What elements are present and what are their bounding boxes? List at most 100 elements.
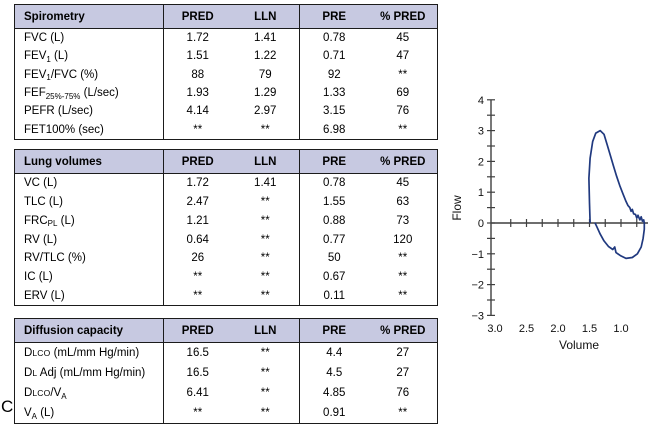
value-column-group: 92 ** — [299, 65, 437, 84]
metric-label: FEV1 (L) — [24, 50, 69, 64]
metric-value: ** — [398, 407, 408, 419]
metric-value: 79 — [258, 68, 272, 81]
metric-label: RV/TLC (%) — [24, 252, 86, 265]
flow-volume-loop-curve — [588, 129, 646, 260]
value-column-group: 4.14 2.97 — [163, 102, 299, 121]
table-row: DLCO (mL/mm Hg/min) 16.5 ** 4.4 27 — [15, 343, 437, 363]
metric-value: 1.93 — [186, 87, 209, 100]
table-row: PEFR (L/sec) 4.14 2.97 3.15 76 — [15, 102, 437, 121]
metric-label: DLCO (mL/mm Hg/min) — [24, 347, 140, 359]
metric-value: 47 — [396, 50, 410, 63]
metric-value: ** — [193, 407, 203, 419]
y-axis-title: Flow — [450, 195, 464, 221]
value-column-group: 4.85 76 — [299, 383, 437, 403]
value-column-group: 0.78 45 — [299, 174, 437, 193]
table-title: Diffusion capacity — [24, 324, 124, 337]
value-column-group: ** ** — [163, 403, 299, 423]
table-row: FEV1/FVC (%) 88 79 92 ** — [15, 65, 437, 84]
metric-value: 2.47 — [186, 196, 209, 209]
metric-value: 120 — [393, 233, 413, 246]
value-column-group: 0.88 73 — [299, 211, 437, 231]
x-tick-label: 1.0 — [613, 323, 628, 335]
value-column-group: 3.15 76 — [299, 102, 437, 121]
metric-value: 0.78 — [323, 177, 346, 190]
table-row: FEV1 (L) 1.51 1.22 0.71 47 — [15, 47, 437, 66]
value-column-group: 6.98 ** — [299, 120, 437, 139]
y-tick-label: −3 — [471, 310, 484, 322]
metric-value: 4.14 — [186, 105, 209, 118]
table-row: FEF25%-75% (L/sec) 1.93 1.29 1.33 69 — [15, 83, 437, 103]
column-header: LLN — [254, 10, 277, 23]
table-row: TLC (L) 2.47 ** 1.55 63 — [15, 192, 437, 212]
value-column-group: 6.41 ** — [163, 383, 299, 403]
metric-value: 16.5 — [186, 367, 209, 379]
value-column-group: 0.77 120 — [299, 230, 437, 249]
value-column-group: 1.72 1.41 — [163, 174, 299, 193]
metric-value: 2.97 — [254, 105, 277, 118]
metric-value: 50 — [327, 252, 341, 265]
header-column-group: PRED LLN — [163, 150, 299, 173]
metric-value: ** — [260, 233, 270, 246]
table-header-row: Spirometry PRED LLN PRE % PRED — [15, 5, 437, 29]
metric-value: ** — [193, 270, 203, 283]
y-tick-label: −2 — [471, 280, 484, 292]
column-header: PRE — [322, 324, 347, 337]
metric-label: FEV1/FVC (%) — [24, 68, 99, 83]
header-column-group: PRED LLN — [163, 5, 299, 28]
table-header-row: Lung volumes PRED LLN PRE % PRED — [15, 150, 437, 174]
column-header: PRED — [181, 155, 214, 168]
metric-value: 1.41 — [254, 177, 277, 190]
metric-label: DL Adj (mL/mm Hg/min) — [24, 367, 146, 379]
metric-label: FET100% (sec) — [24, 123, 104, 136]
table-row: DL Adj (mL/mm Hg/min) 16.5 ** 4.5 27 — [15, 363, 437, 383]
value-column-group: 1.93 1.29 — [163, 83, 299, 103]
table-row: FET100% (sec) ** ** 6.98 ** — [15, 120, 437, 139]
value-column-group: 0.78 45 — [299, 29, 437, 48]
metric-value: 1.41 — [254, 32, 277, 45]
metric-value: 0.67 — [323, 270, 346, 283]
value-column-group: 16.5 ** — [163, 363, 299, 383]
metric-value: 1.33 — [323, 87, 346, 100]
metric-value: 3.15 — [323, 105, 346, 118]
metric-value: 1.29 — [254, 87, 277, 100]
column-header: PRED — [181, 324, 214, 337]
table-row: FRCPL (L) 1.21 ** 0.88 73 — [15, 211, 437, 231]
metric-value: 92 — [327, 68, 341, 81]
metric-value: 1.72 — [186, 177, 209, 190]
y-tick-label: 0 — [478, 218, 484, 230]
metric-value: ** — [260, 196, 270, 209]
metric-value: ** — [398, 123, 408, 136]
value-column-group: 26 ** — [163, 248, 299, 268]
metric-value: 88 — [191, 68, 205, 81]
value-column-group: 0.91 ** — [299, 403, 437, 423]
metric-value: 69 — [396, 87, 410, 100]
value-column-group: 0.64 ** — [163, 230, 299, 249]
metric-value: 0.88 — [323, 214, 346, 227]
metric-value: 76 — [396, 387, 410, 399]
table-body: VC (L) 1.72 1.41 0.78 45 TLC (L) 2.47 ** 1.55 63 F… — [15, 174, 437, 306]
y-tick-label: 1 — [478, 187, 484, 199]
spirometry-table: Spirometry PRED LLN PRE % PRED FVC (L) 1.72 1.4… — [14, 4, 438, 140]
table-row: DLCO/VA 6.41 ** 4.85 76 — [15, 383, 437, 403]
metric-label: FVC (L) — [24, 32, 65, 45]
flow-volume-chart: 4 3 2 1 0 −1 −2 −33.0 2.5 2.0 1.5 1.0 Volume Flow — [450, 95, 648, 352]
value-column-group: 4.5 27 — [299, 363, 437, 383]
metric-value: 0.91 — [323, 407, 346, 419]
y-tick-label: 2 — [478, 156, 484, 168]
metric-value: ** — [260, 347, 270, 359]
metric-value: 26 — [191, 252, 205, 265]
metric-value: 1.51 — [186, 50, 209, 63]
value-column-group: 0.67 ** — [299, 267, 437, 287]
metric-label: TLC (L) — [24, 196, 63, 209]
value-column-group: 50 ** — [299, 248, 437, 268]
value-column-group: ** ** — [163, 120, 299, 139]
table-row: RV/TLC (%) 26 ** 50 ** — [15, 248, 437, 268]
panel-label: C — [1, 397, 14, 416]
metric-value: 0.78 — [323, 32, 346, 45]
x-tick-label: 2.5 — [519, 323, 534, 335]
y-tick-label: 3 — [478, 126, 484, 138]
metric-label: VC (L) — [24, 177, 58, 190]
metric-label: RV (L) — [24, 233, 58, 246]
value-column-group: 1.55 63 — [299, 192, 437, 212]
